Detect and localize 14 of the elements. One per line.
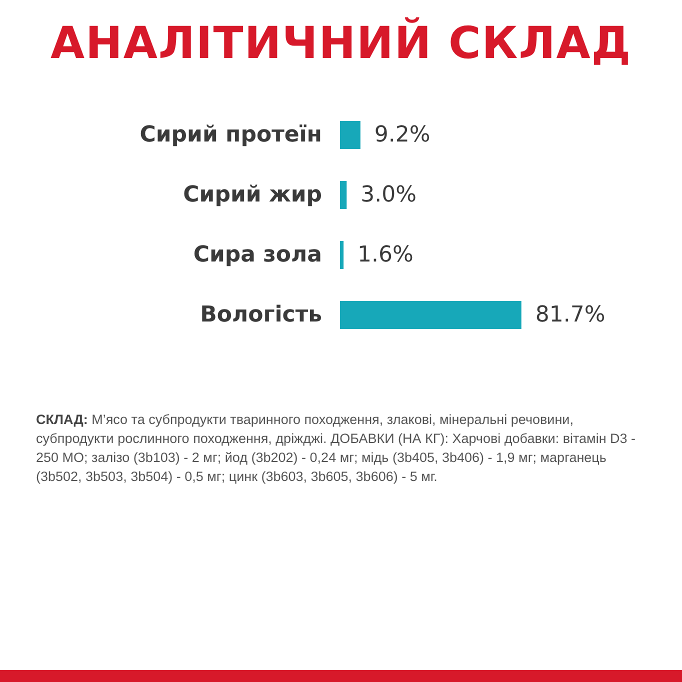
data-label: 81.7% <box>535 302 606 328</box>
y-tick-label: Сирий протеїн <box>140 122 322 148</box>
data-label: 9.2% <box>374 122 430 148</box>
data-label: 3.0% <box>360 182 417 208</box>
text: СКЛАД: М’ясо та субпродукти тваринного походження, злакові, мінеральні речовини, субпродукти рослинного походження, дріжджі. ДОБАВКИ (НА КГ): Харчові добавки: вітамін D3 - 250 МО; залізо (3b103) - 2 мг; йод (3b202) - 0,24 мг; мідь (3b405, 3b406) - 1,9 мг; марганець (3b502, 3b503, 3b504) - 0,5 мг; цинк (3b603, 3b605, 3b606) - 5 мг. <box>36 411 637 486</box>
y-tick-label: Вологість <box>200 302 322 328</box>
chart-title: АНАЛІТИЧНИЙ СКЛАД <box>49 18 633 69</box>
y-tick-label: Сирий жир <box>183 182 322 208</box>
bar <box>340 181 347 209</box>
bar <box>340 301 522 329</box>
data-label: 1.6% <box>358 242 414 268</box>
bar <box>340 241 344 269</box>
y-tick-label: Сира зола <box>193 242 322 268</box>
bar <box>340 121 360 149</box>
